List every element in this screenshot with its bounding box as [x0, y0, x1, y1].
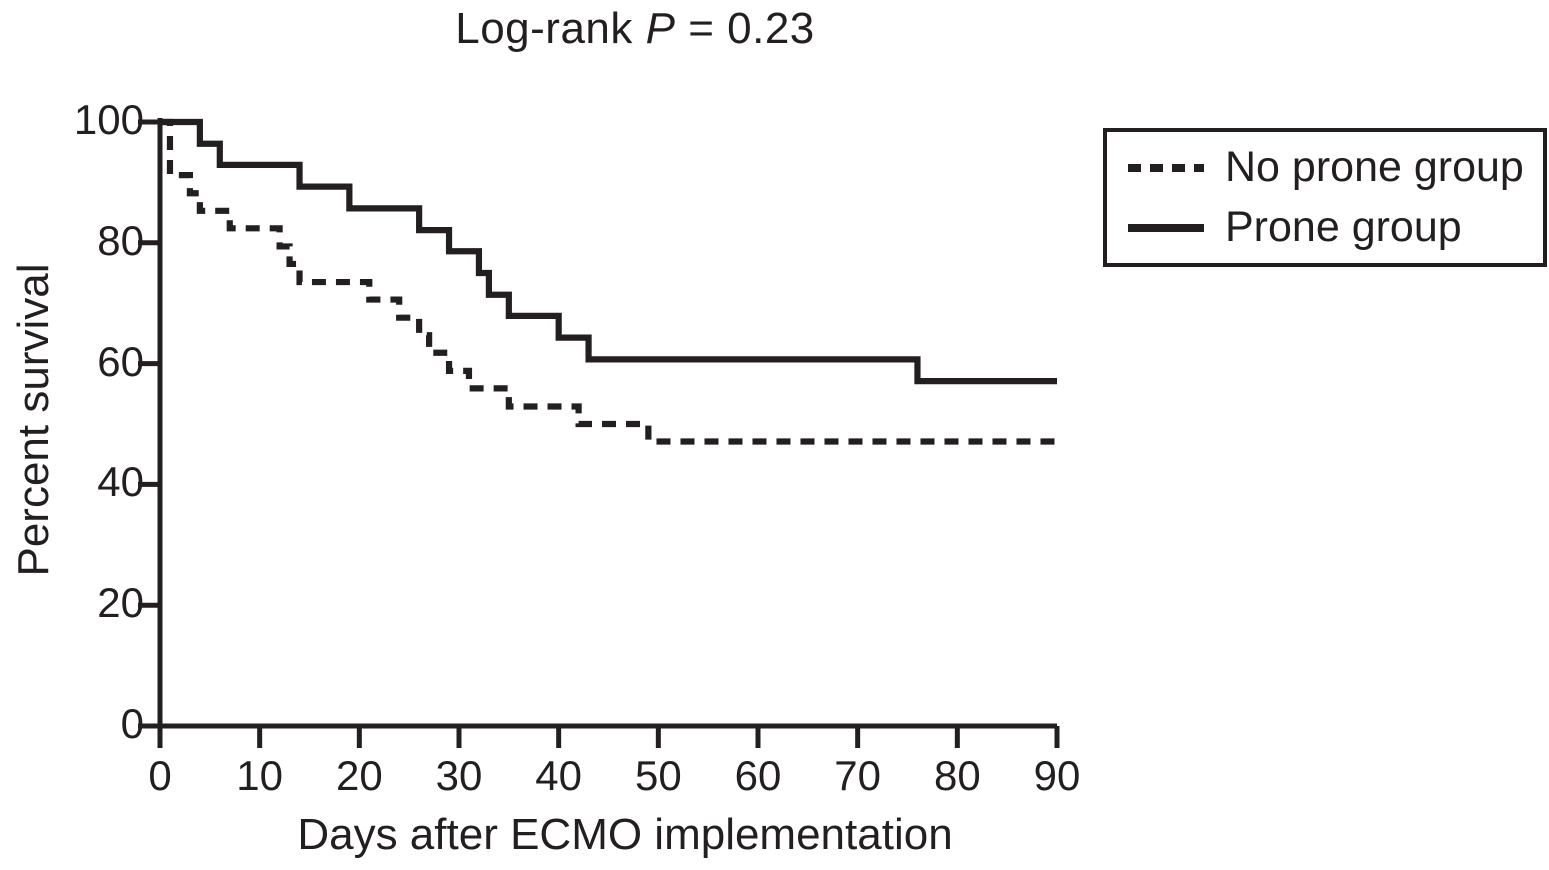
x-tick-label-80: 80 — [933, 752, 981, 799]
y-tick-label-0: 0 — [120, 700, 144, 748]
x-axis-ticks — [157, 726, 1060, 748]
legend-item-prone: Prone group — [1107, 203, 1543, 252]
chart-title-p-statistic: P — [645, 4, 676, 53]
chart-title-suffix: = 0.23 — [675, 4, 815, 53]
x-tick-label-40: 40 — [535, 752, 583, 799]
chart-title-prefix: Log-rank — [455, 4, 646, 53]
y-axis-ticks — [138, 119, 160, 729]
x-tick-label-0: 0 — [148, 752, 172, 799]
x-axis-label: Days after ECMO implementation — [297, 810, 953, 859]
y-tick-label-40: 40 — [97, 458, 144, 506]
legend-item-no-prone: No prone group — [1107, 143, 1543, 192]
y-tick-label-100: 100 — [73, 96, 144, 144]
legend-label-prone: Prone group — [1225, 203, 1462, 251]
solid-line-sample-icon — [1128, 223, 1204, 232]
x-tick-label-30: 30 — [435, 752, 483, 799]
x-tick-label-70: 70 — [834, 752, 882, 799]
curve-no-prone-group — [160, 118, 1057, 445]
dashed-line-sample-icon — [1128, 163, 1204, 172]
axes — [157, 118, 1057, 729]
y-tick-label-80: 80 — [97, 216, 144, 264]
x-tick-label-90: 90 — [1033, 752, 1081, 799]
y-tick-label-60: 60 — [97, 337, 144, 385]
x-tick-label-10: 10 — [236, 752, 284, 799]
x-tick-label-50: 50 — [634, 752, 682, 799]
legend-label-no-prone: No prone group — [1225, 143, 1524, 191]
curve-prone-group — [160, 118, 1057, 385]
legend: No prone group Prone group — [1103, 128, 1547, 267]
x-tick-label-60: 60 — [734, 752, 782, 799]
chart-title: Log-rank P = 0.23 — [0, 4, 1270, 54]
y-tick-label-20: 20 — [97, 579, 144, 627]
x-tick-label-20: 20 — [335, 752, 383, 799]
